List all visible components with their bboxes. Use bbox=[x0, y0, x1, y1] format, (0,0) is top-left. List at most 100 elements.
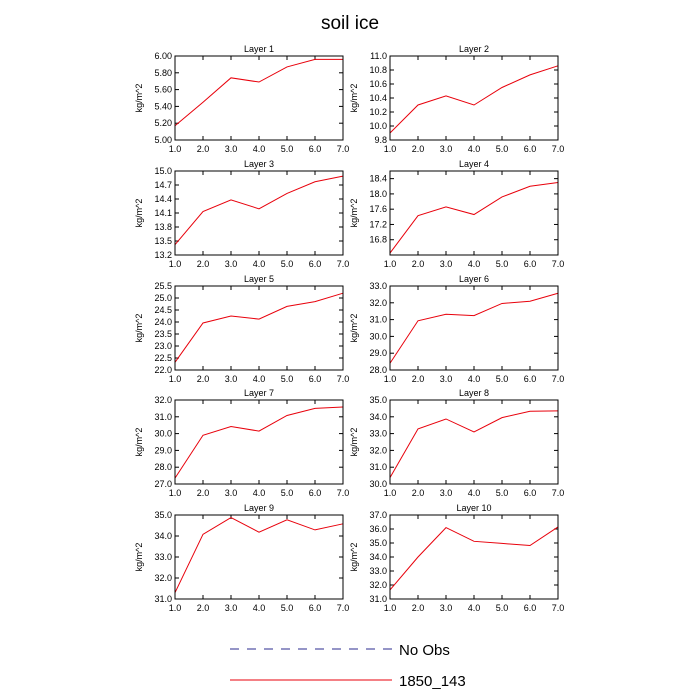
panel-title: Layer 1 bbox=[244, 44, 274, 54]
x-tick-label: 1.0 bbox=[169, 374, 182, 384]
x-tick-label: 7.0 bbox=[337, 144, 350, 154]
y-tick-label: 16.8 bbox=[369, 235, 387, 245]
panel-title: Layer 7 bbox=[244, 388, 274, 398]
y-tick-label: 28.0 bbox=[154, 462, 172, 472]
panel-layer-6: Layer 6 kg/m^2 1.0 2.0 3.0 4.0 5.0 6.0 7.0 28.0 29… bbox=[349, 274, 564, 384]
y-tick-label: 10.6 bbox=[369, 79, 387, 89]
y-tick-label: 24.0 bbox=[154, 317, 172, 327]
x-tick-label: 6.0 bbox=[524, 374, 537, 384]
panel-layer-1: Layer 1 kg/m^2 1.0 2.0 3.0 4.0 5.0 6.0 7.0 5.00 5.… bbox=[134, 44, 349, 154]
series-line-1850_143 bbox=[389, 292, 559, 364]
y-axis-label: kg/m^2 bbox=[349, 428, 359, 457]
x-tick-label: 2.0 bbox=[197, 603, 210, 613]
y-tick-label: 5.00 bbox=[154, 135, 172, 145]
y-tick-label: 32.0 bbox=[369, 445, 387, 455]
x-tick-label: 3.0 bbox=[225, 374, 238, 384]
x-tick-label: 1.0 bbox=[169, 603, 182, 613]
y-tick-label: 10.2 bbox=[369, 107, 387, 117]
x-tick-label: 4.0 bbox=[253, 259, 266, 269]
x-tick-label: 5.0 bbox=[281, 603, 294, 613]
y-axis-label: kg/m^2 bbox=[134, 199, 144, 228]
x-tick-label: 6.0 bbox=[309, 603, 322, 613]
x-tick-label: 7.0 bbox=[552, 144, 565, 154]
series-line-1850_143 bbox=[174, 58, 343, 127]
panel-layer-5: Layer 5 kg/m^2 1.0 2.0 3.0 4.0 5.0 6.0 7.0 22.0 22… bbox=[134, 274, 349, 384]
y-tick-label: 10.8 bbox=[369, 65, 387, 75]
x-tick-label: 3.0 bbox=[440, 374, 453, 384]
series-line-1850_143 bbox=[389, 65, 559, 134]
x-tick-label: 7.0 bbox=[337, 374, 350, 384]
x-tick-label: 1.0 bbox=[169, 144, 182, 154]
x-tick-label: 7.0 bbox=[337, 603, 350, 613]
y-tick-label: 32.0 bbox=[154, 395, 172, 405]
x-tick-label: 5.0 bbox=[281, 374, 294, 384]
y-tick-label: 9.8 bbox=[374, 135, 387, 145]
x-tick-label: 5.0 bbox=[496, 144, 509, 154]
y-tick-label: 13.2 bbox=[154, 250, 172, 260]
x-tick-label: 2.0 bbox=[197, 488, 210, 498]
y-axis-label: kg/m^2 bbox=[349, 199, 359, 228]
x-tick-label: 6.0 bbox=[524, 144, 537, 154]
y-axis-label: kg/m^2 bbox=[134, 84, 144, 113]
x-tick-label: 1.0 bbox=[169, 488, 182, 498]
x-tick-label: 1.0 bbox=[384, 144, 397, 154]
series-line-1850_143 bbox=[389, 526, 559, 591]
y-tick-label: 17.6 bbox=[369, 204, 387, 214]
x-tick-label: 3.0 bbox=[440, 488, 453, 498]
x-tick-label: 3.0 bbox=[225, 603, 238, 613]
y-tick-label: 10.0 bbox=[369, 121, 387, 131]
y-tick-label: 32.0 bbox=[369, 580, 387, 590]
x-tick-label: 5.0 bbox=[281, 488, 294, 498]
y-tick-label: 35.0 bbox=[369, 395, 387, 405]
x-tick-label: 4.0 bbox=[468, 144, 481, 154]
series-line-1850_143 bbox=[389, 410, 559, 478]
y-tick-label: 31.0 bbox=[369, 315, 387, 325]
x-tick-label: 5.0 bbox=[496, 374, 509, 384]
y-axis-label: kg/m^2 bbox=[349, 84, 359, 113]
y-tick-label: 13.8 bbox=[154, 222, 172, 232]
y-tick-label: 27.0 bbox=[154, 479, 172, 489]
y-tick-label: 10.4 bbox=[369, 93, 387, 103]
x-tick-label: 4.0 bbox=[468, 603, 481, 613]
x-tick-label: 5.0 bbox=[281, 259, 294, 269]
plot-frame bbox=[389, 170, 559, 256]
y-tick-label: 14.7 bbox=[154, 180, 172, 190]
y-tick-label: 25.5 bbox=[154, 281, 172, 291]
panel-title: Layer 4 bbox=[459, 159, 489, 169]
plot-frame bbox=[389, 285, 559, 371]
x-tick-label: 2.0 bbox=[197, 144, 210, 154]
x-tick-label: 3.0 bbox=[225, 259, 238, 269]
y-tick-label: 18.4 bbox=[369, 174, 387, 184]
legend-label-1850-143: 1850_143 bbox=[399, 673, 466, 690]
y-tick-label: 30.0 bbox=[369, 331, 387, 341]
panel-title: Layer 10 bbox=[456, 503, 491, 513]
legend: No Obs 1850_143 bbox=[230, 642, 466, 690]
y-tick-label: 11.0 bbox=[370, 51, 387, 61]
x-tick-label: 3.0 bbox=[440, 603, 453, 613]
x-tick-label: 4.0 bbox=[253, 488, 266, 498]
x-tick-label: 5.0 bbox=[496, 488, 509, 498]
x-tick-label: 7.0 bbox=[337, 488, 350, 498]
plot-frame bbox=[174, 55, 344, 141]
plot-frame bbox=[389, 55, 559, 141]
y-tick-label: 33.0 bbox=[369, 281, 387, 291]
x-tick-label: 4.0 bbox=[468, 259, 481, 269]
x-tick-label: 1.0 bbox=[384, 259, 397, 269]
y-tick-label: 36.0 bbox=[369, 524, 387, 534]
y-tick-label: 31.0 bbox=[154, 594, 172, 604]
x-tick-label: 3.0 bbox=[225, 144, 238, 154]
y-tick-label: 29.0 bbox=[154, 445, 172, 455]
y-tick-label: 23.0 bbox=[154, 341, 172, 351]
y-tick-label: 5.40 bbox=[154, 101, 172, 111]
y-tick-label: 31.0 bbox=[369, 594, 387, 604]
y-tick-label: 18.0 bbox=[369, 189, 387, 199]
y-tick-label: 15.0 bbox=[154, 166, 172, 176]
panel-layer-2: Layer 2 kg/m^2 1.0 2.0 3.0 4.0 5.0 6.0 7.0 9.8 10.… bbox=[349, 44, 564, 154]
y-tick-label: 34.0 bbox=[369, 412, 387, 422]
panel-layer-4: Layer 4 kg/m^2 1.0 2.0 3.0 4.0 5.0 6.0 7.0 16.8 17… bbox=[349, 159, 564, 269]
x-tick-label: 6.0 bbox=[309, 144, 322, 154]
x-tick-label: 1.0 bbox=[384, 603, 397, 613]
y-tick-label: 6.00 bbox=[154, 51, 172, 61]
y-tick-label: 5.60 bbox=[154, 85, 172, 95]
x-tick-label: 4.0 bbox=[253, 374, 266, 384]
